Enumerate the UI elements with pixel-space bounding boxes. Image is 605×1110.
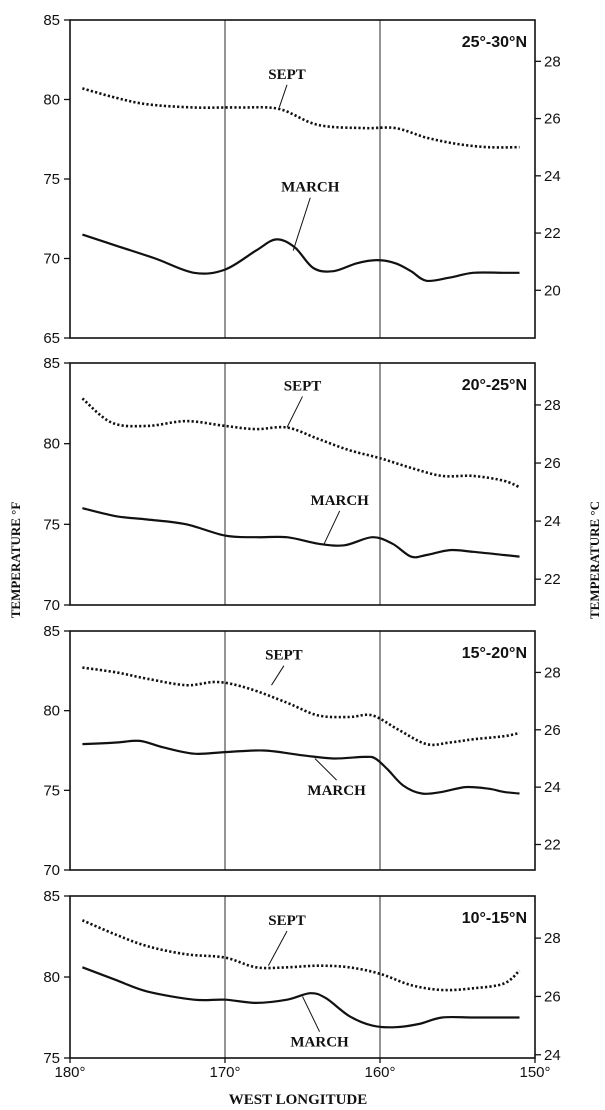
left-tick-label: 70 [43, 251, 60, 268]
left-tick-label: 75 [43, 171, 60, 188]
left-tick-label: 70 [43, 597, 60, 614]
right-tick-label: 20 [544, 282, 561, 299]
panel-title: 15°-20°N [462, 645, 527, 662]
left-tick-label: 75 [43, 1050, 60, 1067]
right-tick-label: 22 [544, 837, 561, 854]
annotation-leader [302, 996, 321, 1032]
left-tick-label: 80 [43, 92, 60, 109]
right-tick-label: 24 [544, 779, 561, 796]
march-series-line [82, 966, 520, 1029]
series-annotation-sept: SEPT [268, 913, 306, 929]
x-tick-label: 170° [209, 1064, 240, 1081]
right-axis-title: TEMPERATURE °C [587, 501, 602, 619]
annotation-leader [323, 510, 341, 544]
left-tick-label: 80 [43, 969, 60, 986]
sept-series-line [81, 919, 521, 992]
left-axis-title: TEMPERATURE °F [8, 502, 23, 619]
right-tick-label: 24 [544, 513, 561, 530]
panel-frame [69, 630, 536, 871]
x-tick-label: 160° [364, 1064, 395, 1081]
left-tick-label: 65 [43, 330, 60, 347]
left-tick-label: 85 [43, 623, 60, 640]
left-tick-label: 75 [43, 516, 60, 533]
right-tick-label: 26 [544, 988, 561, 1005]
right-tick-label: 28 [544, 397, 561, 414]
series-annotation-sept: SEPT [265, 648, 303, 664]
left-tick-label: 80 [43, 436, 60, 453]
right-tick-label: 28 [544, 53, 561, 70]
panel-frame [69, 362, 536, 606]
right-tick-label: 28 [544, 664, 561, 681]
series-annotation-march: MARCH [281, 180, 340, 196]
left-tick-label: 75 [43, 782, 60, 799]
right-tick-label: 22 [544, 571, 561, 588]
right-tick-label: 24 [544, 168, 561, 185]
chart-panel-4: 75 80 85 24 26 28 10°-15°N SEPT MARCH 180° 170° 160… [43, 888, 560, 1081]
right-tick-label: 26 [544, 111, 561, 128]
left-tick-label: 85 [43, 355, 60, 372]
sept-series-line [82, 666, 520, 747]
sept-series-line [81, 397, 521, 489]
march-series-line [82, 233, 520, 283]
march-series-line [82, 507, 520, 559]
left-tick-label: 85 [43, 12, 60, 29]
panel-title: 25°-30°N [462, 34, 527, 51]
panel-title: 20°-25°N [462, 377, 527, 394]
right-tick-label: 22 [544, 225, 561, 242]
x-axis-title: WEST LONGITUDE [229, 1092, 368, 1108]
annotation-leader [271, 665, 285, 686]
right-tick-label: 26 [544, 722, 561, 739]
chart-panels: 6570758085202224262825°-30°NSEPTMARCH707… [43, 12, 560, 1081]
x-tick-label: 150° [519, 1064, 550, 1081]
annotation-leader [286, 396, 303, 428]
right-tick-label: 28 [544, 930, 561, 947]
series-annotation-march: MARCH [290, 1035, 349, 1051]
left-tick-label: 85 [43, 888, 60, 905]
panel-title: 10°-15°N [462, 910, 527, 927]
march-series-line [82, 739, 520, 795]
annotation-leader [292, 197, 311, 251]
left-tick-label: 70 [43, 862, 60, 879]
annotation-leader [267, 930, 288, 966]
series-annotation-sept: SEPT [268, 67, 306, 83]
annotation-leader [278, 84, 288, 108]
sept-series-line [82, 87, 520, 149]
chart-panel-1: 65 70 75 80 85 20 22 24 26 28 25°-30°N SEPT MARCH [43, 12, 560, 347]
left-tick-label: 80 [43, 703, 60, 720]
right-tick-label: 26 [544, 455, 561, 472]
chart-panel-3: 70 75 80 85 22 24 26 28 15°-20°N SEPT MARCH [43, 623, 560, 879]
series-annotation-sept: SEPT [284, 378, 322, 394]
right-tick-label: 24 [544, 1047, 561, 1064]
x-tick-label: 180° [54, 1064, 85, 1081]
series-annotation-march: MARCH [307, 783, 366, 799]
series-annotation-march: MARCH [311, 493, 370, 509]
chart-panel-2: 70 75 80 85 22 24 26 28 20°-25°N SEPT MARCH [43, 355, 560, 614]
annotation-leader [314, 758, 337, 781]
